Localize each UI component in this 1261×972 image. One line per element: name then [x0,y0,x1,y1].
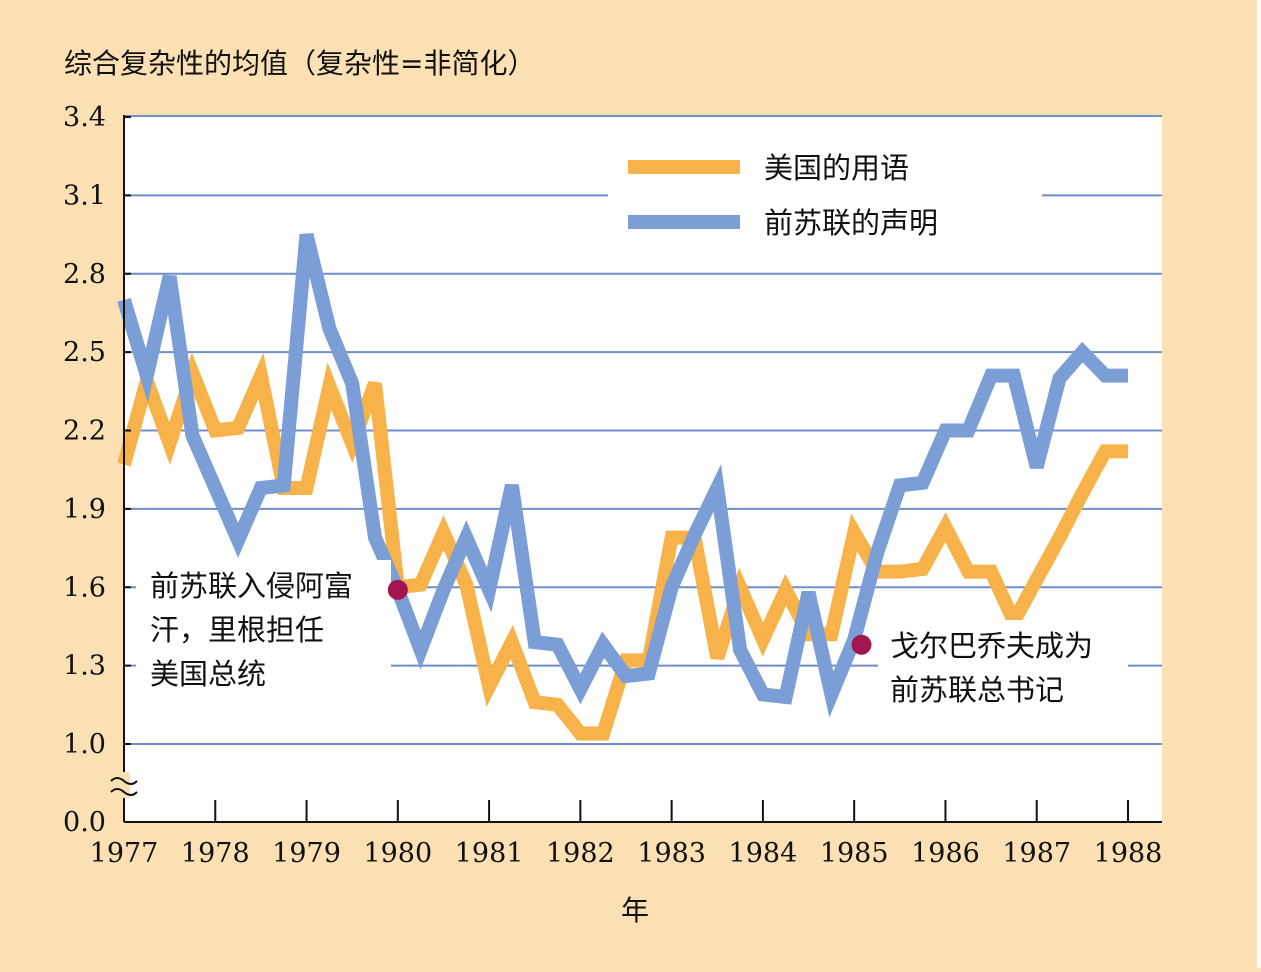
axes: 0.0 1.0 1.3 1.6 1.9 2.2 2.5 2.8 3.1 3.4 1977 1978 19… [63,102,1162,869]
annotation-text-line: 前苏联入侵阿富 [150,569,353,603]
annotation-text-line: 戈尔巴乔夫成为 [890,629,1093,663]
axis-break-marker [110,772,138,798]
x-tick-label: 1986 [911,838,980,869]
legend-label-us: 美国的用语 [764,151,909,185]
annotation-marker [387,579,408,600]
legend: 美国的用语 前苏联的声明 [608,134,1042,258]
annotation-marker [851,634,872,655]
y-tick-label: 3.1 [63,180,106,211]
y-tick-label: 2.5 [63,337,106,368]
x-tick-label: 1984 [729,838,798,869]
x-tick-label: 1982 [546,838,615,869]
annotation-background [878,620,1128,716]
y-tick-label: 0.0 [63,807,106,838]
x-tick-label: 1983 [637,838,706,869]
y-tick-label: 1.6 [63,572,106,603]
x-tick-label: 1978 [181,838,250,869]
annotation-text-line: 汗，里根担任 [150,613,324,647]
annotation-text-line: 前苏联总书记 [890,673,1064,707]
y-tick-label: 2.2 [63,416,106,447]
y-tick-label: 3.4 [63,102,106,133]
series-line-soviet [117,232,1128,718]
x-tick-label: 1988 [1094,838,1163,869]
legend-background [608,134,1042,258]
x-tick-label: 1979 [272,838,341,869]
x-tick-label: 1987 [1002,838,1071,869]
y-tick-label: 1.0 [63,729,106,760]
x-axis-title: 年 [621,894,649,927]
annotation-background [136,560,391,695]
y-tick-label: 1.9 [63,494,106,525]
right-edge-strip [1257,0,1261,968]
annotation-text-line: 美国总统 [150,657,266,691]
y-axis-title: 综合复杂性的均值（复杂性=非简化） [64,47,535,80]
x-tick-label: 1977 [90,838,159,869]
legend-label-soviet: 前苏联的声明 [764,206,938,240]
x-tick-label: 1981 [455,838,524,869]
x-tick-label: 1980 [363,838,432,869]
y-tick-label: 1.3 [63,651,106,682]
series-lines [117,232,1128,741]
y-tick-label: 2.8 [63,259,106,290]
x-tick-label: 1985 [820,838,889,869]
series-line-us [117,352,1128,741]
